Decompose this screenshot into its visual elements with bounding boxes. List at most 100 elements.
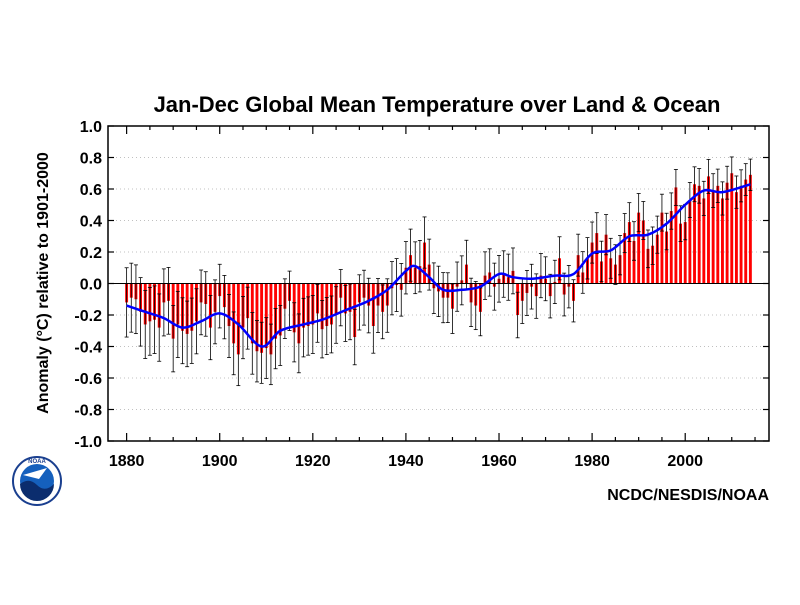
error-bar [362, 269, 367, 326]
error-bar [231, 311, 236, 376]
x-tick-label: 1940 [388, 453, 424, 470]
error-bar [506, 253, 511, 301]
error-bar [645, 229, 650, 269]
error-bar [403, 241, 408, 295]
error-bar [469, 277, 474, 328]
anomaly-bar [297, 283, 301, 344]
error-bar [264, 317, 269, 379]
error-bar [203, 271, 208, 337]
anomaly-bar [744, 179, 748, 284]
y-tick-label: -0.4 [74, 340, 102, 357]
error-bar [510, 247, 515, 295]
error-bar [259, 321, 264, 384]
y-tick-label: -0.6 [74, 371, 102, 388]
error-bar [352, 308, 357, 366]
anomaly-bar [730, 173, 734, 284]
anomaly-bar [725, 182, 729, 284]
error-bar [175, 290, 180, 358]
error-bar [529, 263, 534, 310]
x-tick-label: 2000 [667, 453, 703, 470]
noaa-logo-icon: NOAA [12, 456, 62, 506]
error-bar [673, 169, 678, 206]
error-bar [720, 181, 725, 216]
anomaly-bar [595, 233, 599, 284]
error-bar [143, 289, 148, 359]
error-bar [739, 169, 744, 203]
y-tick-label: 0.2 [80, 245, 102, 262]
anomaly-bar [641, 220, 645, 284]
error-bar [287, 270, 292, 331]
error-bar [208, 295, 213, 361]
error-bar [166, 267, 171, 335]
error-bar [706, 158, 711, 194]
y-tick-label: 0.8 [80, 151, 102, 168]
y-tick-label: -0.8 [74, 403, 102, 420]
error-bar [394, 258, 399, 312]
error-bar [292, 302, 297, 363]
error-bar [129, 262, 134, 333]
error-bar [483, 251, 488, 300]
error-bar [222, 275, 227, 340]
smoothed-trend [126, 183, 751, 348]
error-bar [459, 255, 464, 306]
error-bar [538, 253, 543, 299]
anomaly-bar [627, 222, 631, 284]
error-bar [185, 300, 190, 368]
anomaly-bar [711, 190, 715, 284]
error-bar [678, 205, 683, 242]
error-bar [385, 278, 390, 333]
error-bar [743, 163, 748, 196]
anomaly-bar [269, 283, 273, 355]
error-bar [534, 273, 539, 319]
error-bar [161, 268, 166, 337]
y-tick-label: 0.0 [80, 277, 102, 294]
anomaly-bar [716, 185, 720, 284]
error-bar [455, 261, 460, 312]
error-bar [487, 248, 492, 297]
anomaly-bar [693, 184, 696, 284]
y-tick-label: -1.0 [74, 434, 102, 451]
error-bar [124, 267, 129, 338]
error-bar [632, 221, 637, 261]
error-bar [366, 277, 371, 334]
anomaly-bar [688, 200, 692, 284]
anomaly-bar [632, 240, 636, 284]
error-bar [147, 286, 152, 356]
anomaly-bar [655, 234, 659, 284]
error-bar [338, 269, 343, 327]
error-bar [604, 214, 609, 256]
error-bar [343, 285, 348, 342]
error-bar [157, 293, 162, 362]
anomaly-bar [604, 234, 608, 284]
y-tick-label: 0.6 [80, 182, 102, 199]
anomaly-bar [707, 176, 710, 284]
anomaly-bar [679, 223, 682, 284]
error-bar [324, 297, 329, 356]
y-tick-label: -0.2 [74, 308, 102, 325]
error-bar [138, 277, 143, 347]
error-bar [734, 175, 739, 209]
y-axis-label: Anomaly (°C) relative to 1901-2000 [35, 152, 52, 414]
error-bar [445, 272, 450, 323]
error-bar [725, 165, 730, 200]
error-bar [473, 281, 478, 331]
anomaly-bar [734, 192, 738, 284]
error-bar [599, 240, 604, 283]
error-bar [641, 201, 646, 240]
error-bar [194, 288, 199, 355]
error-bar [320, 300, 325, 359]
anomaly-bar [748, 174, 752, 284]
error-bar [548, 273, 553, 319]
y-tick-label: 0.4 [80, 214, 102, 231]
error-bar [669, 192, 674, 230]
x-axis-ticks: 1880 1900 1920 1940 1960 1980 2000 [109, 126, 756, 470]
error-bar [715, 168, 720, 203]
error-bar [245, 286, 250, 350]
error-bar [329, 295, 334, 354]
error-bar [180, 297, 185, 365]
anomaly-bar [702, 198, 706, 284]
error-bar [636, 193, 641, 233]
anomaly-bar [697, 185, 701, 284]
